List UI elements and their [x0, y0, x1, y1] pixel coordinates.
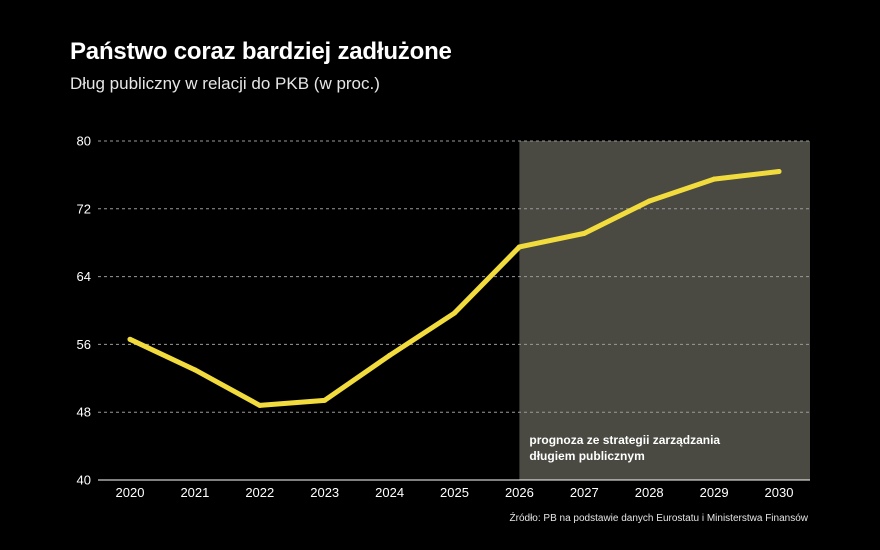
y-tick-label: 56 [77, 337, 91, 352]
x-tick-label: 2021 [180, 485, 209, 500]
data-point [257, 402, 263, 408]
data-point [322, 397, 328, 403]
x-tick-label: 2020 [116, 485, 145, 500]
data-point [127, 336, 133, 342]
x-tick-label: 2024 [375, 485, 404, 500]
x-tick-label: 2028 [635, 485, 664, 500]
chart-subtitle: Dług publiczny w relacji do PKB (w proc.… [70, 74, 380, 93]
y-tick-label: 48 [77, 405, 91, 420]
data-point [192, 367, 198, 373]
x-tick-label: 2025 [440, 485, 469, 500]
y-tick-label: 72 [77, 201, 91, 216]
source-note: Źródło: PB na podstawie danych Eurostatu… [509, 513, 808, 524]
chart-title: Państwo coraz bardziej zadłużone [70, 38, 452, 65]
data-point [646, 198, 652, 204]
x-tick-label: 2023 [310, 485, 339, 500]
data-point [516, 244, 522, 250]
x-tick-label: 2027 [570, 485, 599, 500]
y-tick-label: 64 [77, 269, 91, 284]
x-tick-label: 2022 [245, 485, 274, 500]
y-tick-label: 80 [77, 134, 91, 149]
data-point [452, 310, 457, 316]
forecast-label-line: długiem publicznym [529, 449, 644, 463]
x-tick-label: 2030 [765, 485, 794, 500]
data-point [387, 352, 393, 358]
forecast-label-line: prognoza ze strategii zarządzania [529, 433, 720, 447]
forecast-band [519, 141, 810, 480]
y-tick-label: 40 [77, 473, 91, 488]
data-point [776, 169, 782, 175]
data-point [711, 176, 717, 182]
x-tick-label: 2026 [505, 485, 534, 500]
x-tick-label: 2029 [700, 485, 729, 500]
data-point [581, 230, 587, 236]
